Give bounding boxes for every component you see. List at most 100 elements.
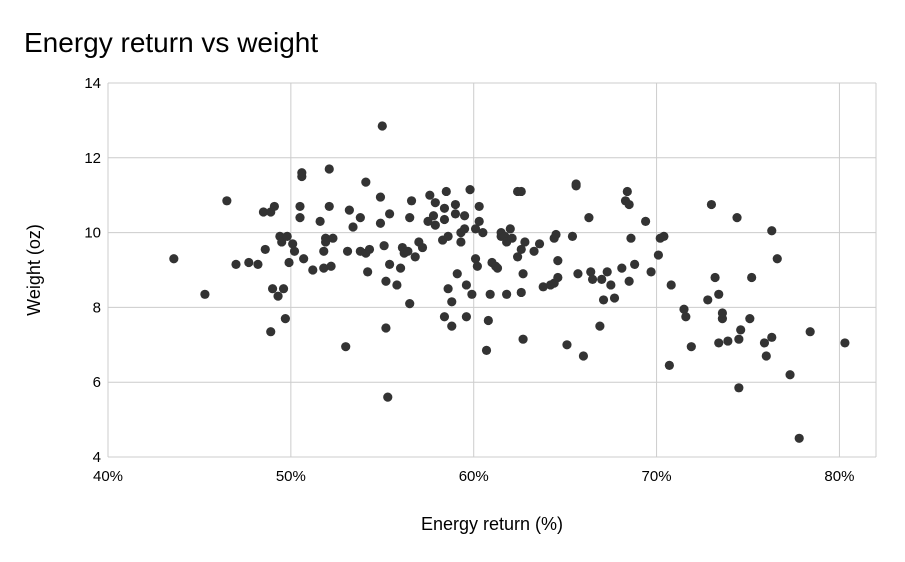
data-point xyxy=(169,254,179,264)
data-point xyxy=(315,216,325,226)
data-point xyxy=(659,231,669,241)
data-point xyxy=(518,269,528,279)
data-point xyxy=(377,121,387,131)
data-point xyxy=(553,256,563,266)
data-point xyxy=(723,336,733,346)
data-point xyxy=(626,233,636,243)
data-point xyxy=(363,267,373,277)
data-point xyxy=(483,315,493,326)
data-point xyxy=(520,237,530,247)
data-point xyxy=(598,295,609,305)
data-point xyxy=(430,220,440,230)
data-point xyxy=(516,287,526,298)
data-point xyxy=(326,261,336,271)
data-point xyxy=(319,246,329,256)
data-point xyxy=(714,289,724,299)
data-point xyxy=(348,222,358,232)
data-point xyxy=(470,254,481,264)
data-point xyxy=(405,213,415,223)
data-point xyxy=(578,351,589,361)
x-axis-label: Energy return (%) xyxy=(421,514,563,534)
data-point xyxy=(295,201,305,212)
data-point xyxy=(624,199,634,210)
y-tick-label: 8 xyxy=(93,299,101,316)
data-point xyxy=(747,272,757,283)
data-points xyxy=(169,121,850,443)
data-point xyxy=(321,237,331,247)
data-point xyxy=(597,274,607,284)
data-point xyxy=(452,269,462,279)
data-point xyxy=(266,327,276,337)
data-point xyxy=(289,246,300,256)
data-point xyxy=(785,370,795,380)
data-point xyxy=(355,213,365,223)
data-point xyxy=(200,289,210,299)
data-point xyxy=(403,246,413,256)
data-point xyxy=(584,213,594,223)
data-point xyxy=(679,304,689,314)
data-point xyxy=(617,263,627,273)
data-point xyxy=(767,332,777,342)
data-point xyxy=(732,213,742,223)
data-point xyxy=(375,218,386,228)
y-tick-label: 14 xyxy=(84,75,101,92)
data-point xyxy=(288,239,298,249)
data-point xyxy=(761,351,771,361)
data-point xyxy=(425,190,435,200)
data-point xyxy=(284,257,294,268)
data-point xyxy=(840,338,850,348)
data-point xyxy=(478,228,488,238)
data-point xyxy=(470,224,481,234)
data-point xyxy=(606,280,616,290)
data-point xyxy=(308,265,318,275)
data-point xyxy=(439,312,450,322)
data-point xyxy=(439,203,450,213)
data-point xyxy=(447,297,457,307)
data-point xyxy=(324,201,334,212)
data-point xyxy=(443,231,453,241)
data-point xyxy=(405,299,415,309)
data-point xyxy=(518,334,528,344)
data-point xyxy=(529,246,539,256)
data-point xyxy=(269,201,279,212)
data-point xyxy=(474,216,484,226)
data-point xyxy=(485,289,495,299)
data-point xyxy=(385,259,395,269)
data-point xyxy=(459,224,470,234)
data-point xyxy=(516,186,526,197)
data-point xyxy=(260,244,270,255)
data-point xyxy=(459,211,470,221)
data-point xyxy=(571,179,581,189)
y-tick-label: 10 xyxy=(84,225,101,242)
data-point xyxy=(653,250,664,260)
data-point xyxy=(706,199,717,210)
data-point xyxy=(587,274,598,284)
data-point xyxy=(465,184,475,195)
data-point xyxy=(344,205,354,215)
x-tick-label: 60% xyxy=(459,468,489,485)
data-point xyxy=(319,263,329,273)
data-point xyxy=(481,345,492,356)
data-point xyxy=(381,276,391,286)
x-tick-label: 70% xyxy=(642,468,672,485)
data-point xyxy=(805,327,815,337)
data-point xyxy=(505,224,515,234)
data-point xyxy=(379,241,389,251)
data-point xyxy=(710,272,720,283)
data-point xyxy=(630,259,640,269)
data-point xyxy=(253,259,263,269)
data-point xyxy=(447,321,457,331)
data-point xyxy=(278,284,289,294)
data-point xyxy=(681,312,691,322)
data-point xyxy=(562,340,572,350)
data-point xyxy=(534,239,545,249)
data-point xyxy=(551,229,561,240)
data-point xyxy=(450,209,461,219)
data-point xyxy=(328,233,338,243)
x-tick-label: 40% xyxy=(93,468,123,485)
data-point xyxy=(646,267,656,277)
data-point xyxy=(280,314,290,324)
grid xyxy=(107,82,877,458)
data-point xyxy=(502,289,512,299)
y-tick-label: 6 xyxy=(93,374,101,391)
